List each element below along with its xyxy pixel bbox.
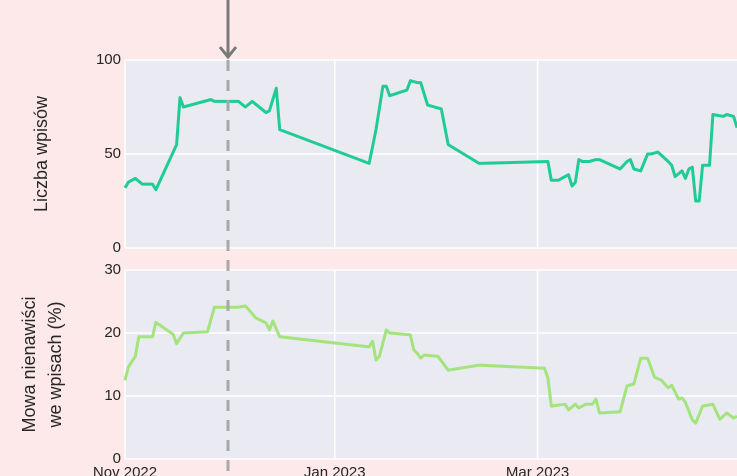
y-tick-label: 0 (113, 450, 121, 467)
y-axis-label: we wpisach (%) (45, 301, 65, 428)
data-line (123, 304, 737, 425)
data-line (123, 79, 737, 203)
y-axis-label: Mowa nienawiści (19, 296, 39, 432)
plot-area (125, 270, 737, 459)
y-tick-label: 30 (104, 261, 121, 278)
y-axis-label: Liczba wpisów (31, 95, 51, 212)
y-tick-label: 0 (113, 239, 121, 256)
y-tick-label: 10 (104, 387, 121, 404)
y-tick-label: 50 (104, 145, 121, 162)
y-tick-label: 100 (96, 51, 121, 68)
x-tick-label: Nov 2022 (93, 464, 157, 476)
x-tick-label: Jan 2023 (304, 464, 366, 476)
event-arrowhead (218, 46, 238, 60)
y-tick-label: 20 (104, 324, 121, 341)
x-tick-label: Mar 2023 (506, 464, 569, 476)
